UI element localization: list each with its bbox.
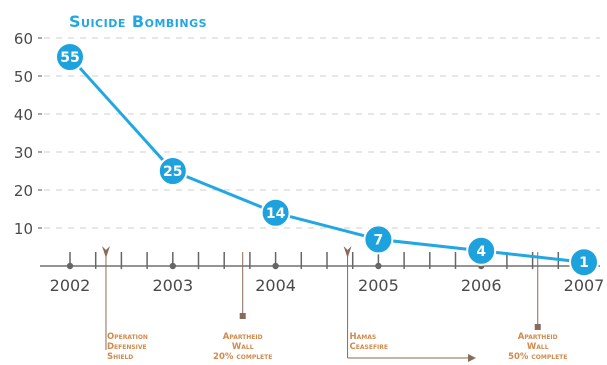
annotation-hamas-ceasefire: Hamas Ceasefire (350, 332, 388, 352)
annotation-apartheid-wall-50: Apartheid Wall 50% complete (498, 332, 578, 362)
annotation-line: 20% complete (213, 352, 273, 362)
data-line (68, 55, 585, 264)
x-tick-dot (169, 262, 176, 270)
annotation-line: Shield (106, 352, 134, 362)
range-arrow-icon (468, 354, 476, 362)
annotation-line: Hamas (349, 332, 377, 342)
annotation-line: Apartheid (222, 332, 263, 342)
chart-title: Suicide Bombings (69, 12, 208, 31)
data-label: 7 (374, 232, 384, 248)
x-tick-label: 2007 (564, 276, 605, 295)
data-label: 14 (266, 206, 286, 222)
data-point (260, 197, 291, 228)
x-tick-label: 2004 (255, 276, 296, 295)
annotation-apartheid-wall-20: Apartheid Wall 20% complete (207, 332, 279, 362)
data-label: 1 (579, 255, 589, 271)
milestone-square-icon (534, 324, 541, 330)
y-tick-label: 50 (14, 68, 33, 86)
y-tick-label: 60 (14, 30, 33, 48)
y-tick-label: 40 (14, 106, 33, 124)
data-point (55, 42, 85, 72)
data-point (157, 156, 188, 186)
data-point (569, 247, 599, 278)
annotation-line: Operation (106, 332, 148, 342)
y-tick-label: 10 (14, 220, 33, 238)
y-tick-label: 20 (14, 182, 33, 200)
annotation-line: Apartheid (517, 332, 558, 342)
annotation-operation-defensive-shield: Operation Defensive Shield (107, 332, 148, 362)
x-tick-label: 2002 (50, 276, 91, 295)
x-tick-label: 2005 (358, 276, 399, 295)
x-tick-dot (272, 262, 279, 270)
x-tick-dot (375, 262, 382, 270)
y-tick-label: 30 (14, 144, 33, 162)
x-tick-dot (66, 262, 74, 270)
annotation-line: Wall (231, 342, 254, 352)
milestone-square-icon (239, 313, 246, 319)
event-arrow-icon (101, 246, 110, 258)
annotation-line: Wall (526, 342, 549, 352)
annotation-line: 50% complete (508, 352, 568, 362)
x-tick-label: 2003 (152, 276, 193, 295)
annotation-line: Defensive (106, 342, 147, 352)
x-tick-label: 2006 (461, 276, 502, 295)
data-point (466, 235, 497, 266)
data-label: 25 (163, 164, 182, 180)
event-arrow-icon (343, 246, 352, 258)
annotation-line: Ceasefire (349, 342, 388, 352)
data-point (363, 224, 394, 255)
data-label: 55 (60, 50, 79, 66)
data-label: 4 (476, 244, 486, 260)
